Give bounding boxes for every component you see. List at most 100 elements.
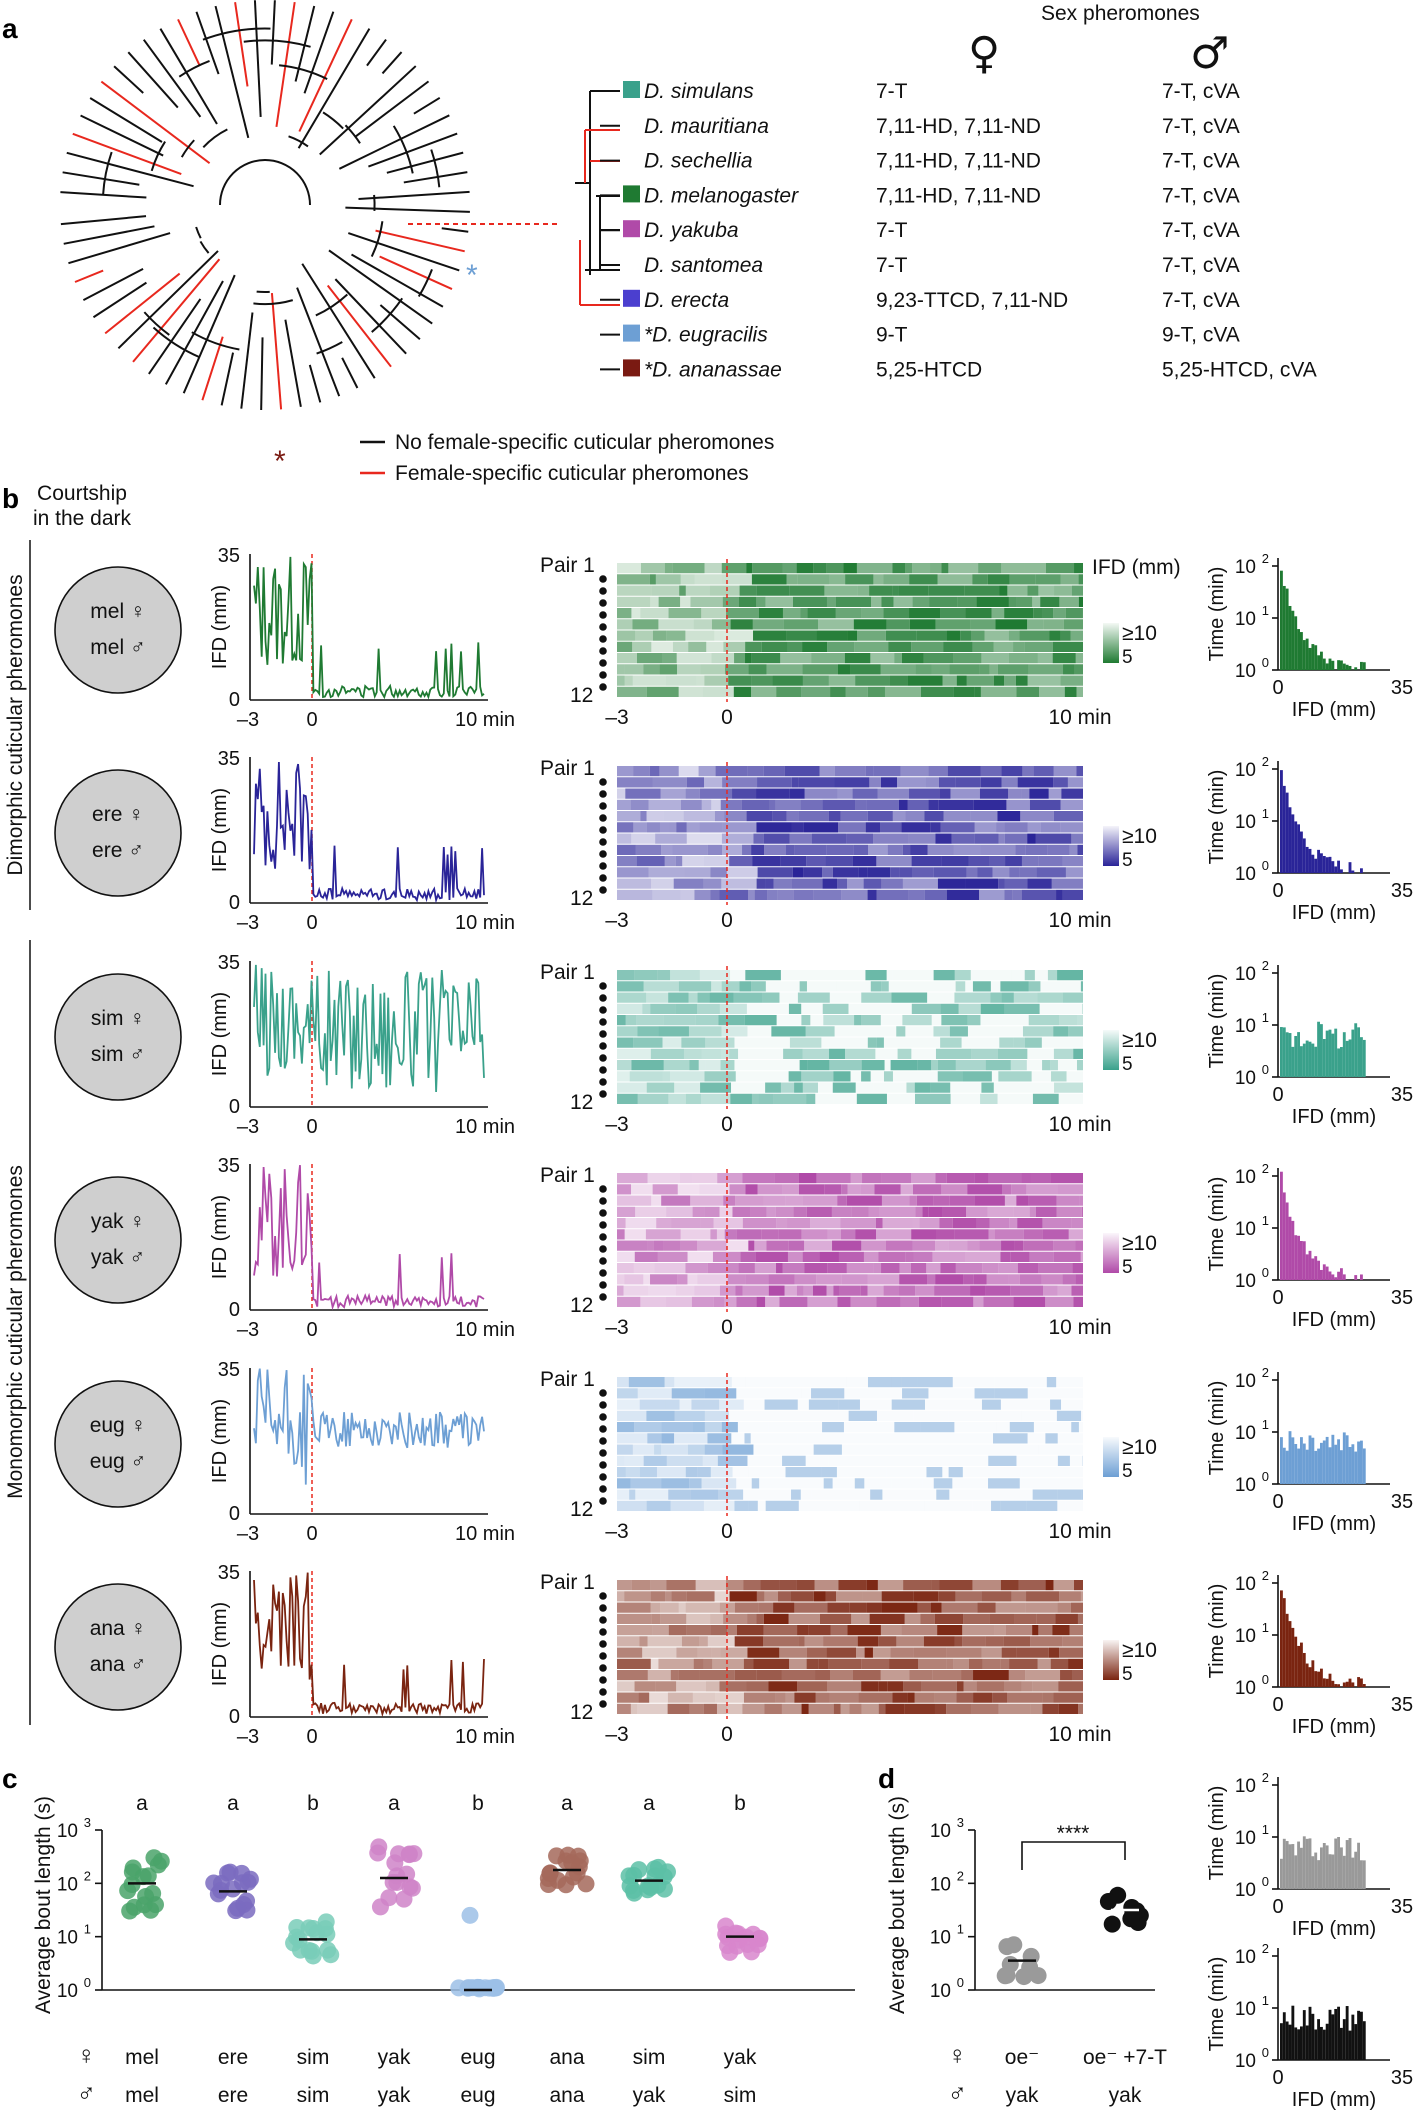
heatmap-cell bbox=[899, 1274, 928, 1285]
heatmap-cell bbox=[979, 664, 990, 675]
heatmap-cell bbox=[672, 641, 689, 652]
heatmap-cell bbox=[731, 1433, 745, 1444]
heatmap-cell bbox=[1013, 1296, 1046, 1307]
heatmap-cell bbox=[863, 1467, 887, 1478]
heatmap-cell bbox=[996, 1422, 1010, 1433]
pair-dot bbox=[599, 994, 607, 1002]
species-swatch bbox=[623, 324, 640, 342]
hist-bar bbox=[1282, 1447, 1286, 1484]
hist-bar bbox=[1357, 2010, 1360, 2060]
tree-branch bbox=[220, 352, 235, 406]
c-significance-letter: b bbox=[307, 1792, 319, 1815]
heatmap-cell bbox=[821, 1037, 846, 1048]
heatmap-cell bbox=[1040, 596, 1060, 607]
heatmap-cell bbox=[1019, 1274, 1042, 1285]
colorbar bbox=[1103, 623, 1119, 663]
male-pheromone: 7-T, cVA bbox=[1162, 115, 1240, 138]
heatmap-cell bbox=[630, 1478, 662, 1489]
heatmap-cell bbox=[857, 1636, 879, 1647]
heatmap-cell bbox=[979, 889, 1005, 900]
heatmap-cell bbox=[766, 1240, 789, 1251]
hist-bar bbox=[1297, 824, 1300, 873]
heatmap-cell bbox=[704, 1206, 720, 1217]
heatmap-cell bbox=[765, 1500, 799, 1511]
heatmap-cell bbox=[891, 1478, 917, 1489]
heatmap-cell bbox=[625, 1467, 640, 1478]
tree-branch bbox=[375, 229, 465, 253]
heatmap-cell bbox=[847, 878, 864, 889]
heatmap-cell bbox=[617, 1229, 625, 1240]
c-significance-letter: a bbox=[388, 1792, 400, 1815]
heatmap-cell bbox=[915, 664, 932, 675]
hist-bar bbox=[1311, 644, 1315, 670]
c-male-symbol: ♂ bbox=[77, 2078, 97, 2108]
pair-dot bbox=[599, 1389, 607, 1397]
heatmap-cell bbox=[701, 1048, 722, 1059]
hist-ytick-label-exp: 2 bbox=[1262, 958, 1269, 973]
hist-bar bbox=[1328, 2009, 1332, 2060]
heatmap-cell bbox=[840, 1218, 876, 1229]
heatmap-cell bbox=[734, 1670, 757, 1681]
heatmap-cell bbox=[898, 585, 929, 596]
heatmap-cell bbox=[806, 981, 837, 992]
heatmap-cell bbox=[786, 844, 795, 855]
heatmap-cell bbox=[1007, 585, 1028, 596]
heatmap-cell bbox=[686, 1625, 711, 1636]
heatmap-cell bbox=[1018, 1082, 1055, 1093]
heatmap-cell bbox=[704, 777, 723, 788]
heatmap-cell bbox=[683, 811, 715, 822]
hist-bar bbox=[1291, 1627, 1295, 1687]
heatmap-cell bbox=[829, 992, 862, 1003]
heatmap-cell bbox=[756, 585, 790, 596]
heatmap-cell bbox=[934, 1613, 964, 1624]
hist-bar bbox=[1311, 1437, 1315, 1484]
colorbar-title: IFD (mm) bbox=[1092, 556, 1181, 579]
heatmap-cell bbox=[717, 1173, 743, 1184]
heatmap-cell bbox=[617, 1026, 638, 1037]
heatmap-cell bbox=[870, 1388, 889, 1399]
pair-dot bbox=[599, 1185, 607, 1193]
heatmap-cell bbox=[976, 1218, 990, 1229]
heatmap-cell bbox=[939, 1580, 973, 1591]
heatmap-cell bbox=[938, 799, 974, 810]
heatmap-cell bbox=[661, 844, 673, 855]
heatmap-cell bbox=[650, 596, 659, 607]
heatmap-cell bbox=[646, 822, 660, 833]
pair-dot bbox=[599, 599, 607, 607]
heatmap-cell bbox=[878, 1703, 886, 1714]
heatmap-cell bbox=[888, 981, 912, 992]
heatmap-cell bbox=[930, 563, 942, 574]
heatmap-cell bbox=[617, 856, 637, 867]
heatmap-cell bbox=[1048, 788, 1062, 799]
hist-bar bbox=[1285, 1202, 1289, 1280]
hist-bar bbox=[1337, 1837, 1340, 1889]
hist-ytick-label-base: 10 bbox=[1235, 1475, 1256, 1496]
heatmap-cell bbox=[617, 1274, 625, 1285]
heatmap-cell bbox=[912, 1240, 936, 1251]
trace-ytick-bottom: 0 bbox=[229, 1096, 240, 1118]
heatmap-cell bbox=[1012, 1489, 1033, 1500]
heatmap-cell bbox=[706, 641, 724, 652]
heatmap-cell bbox=[830, 686, 846, 697]
heatmap-cell bbox=[624, 1229, 646, 1240]
tree-branch bbox=[381, 51, 403, 75]
heatmap-cell bbox=[972, 574, 988, 585]
heatmap-cell bbox=[769, 799, 776, 810]
heatmap-cell bbox=[980, 844, 1016, 855]
heatmap-cell bbox=[965, 608, 992, 619]
pair-dot bbox=[599, 1221, 607, 1229]
heatmap-cell bbox=[854, 1478, 865, 1489]
heatmap-cell bbox=[998, 1703, 1031, 1714]
hist-xtick-35: 35 bbox=[1391, 1287, 1413, 1309]
hist-bar bbox=[1348, 665, 1352, 670]
heatmap-cell bbox=[637, 1093, 669, 1104]
heatmap-cell bbox=[991, 608, 1005, 619]
heatmap-cell bbox=[767, 889, 778, 900]
heatmap-cell bbox=[651, 878, 674, 889]
hist-bar bbox=[1342, 663, 1346, 670]
hist-bar bbox=[1285, 1032, 1289, 1077]
heatmap-cell bbox=[804, 1240, 833, 1251]
heatmap-cell bbox=[845, 686, 868, 697]
heatmap-cell bbox=[719, 1681, 747, 1692]
heatmap-cell bbox=[776, 1218, 788, 1229]
